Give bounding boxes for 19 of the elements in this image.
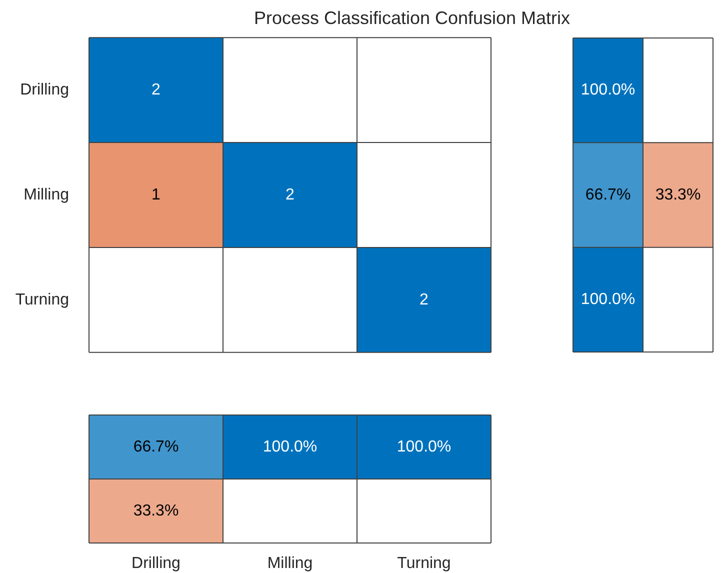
data-label: 100.0% [262, 438, 318, 456]
x-tick-label: Milling [267, 555, 313, 572]
data-label: 1 [152, 186, 161, 204]
chart-title: Process Classification Confusion Matrix [252, 8, 572, 29]
y-tick-label: Milling [24, 186, 69, 204]
y-tick-label: Drilling [20, 81, 69, 98]
data-label: 100.0% [396, 438, 452, 456]
x-tick-label: Drilling [132, 555, 180, 572]
data-label: 66.7% [585, 186, 631, 204]
data-label: 100.0% [580, 82, 636, 99]
data-label: 2 [420, 291, 429, 308]
data-label: 2 [286, 186, 295, 204]
x-tick-label: Turning [397, 555, 451, 572]
data-label: 66.7% [133, 438, 179, 456]
data-label: 33.3% [133, 502, 179, 520]
data-label: 100.0% [580, 291, 636, 308]
data-label: 33.3% [655, 186, 701, 204]
y-tick-label: Turning [15, 291, 69, 308]
data-label: 2 [152, 81, 161, 98]
